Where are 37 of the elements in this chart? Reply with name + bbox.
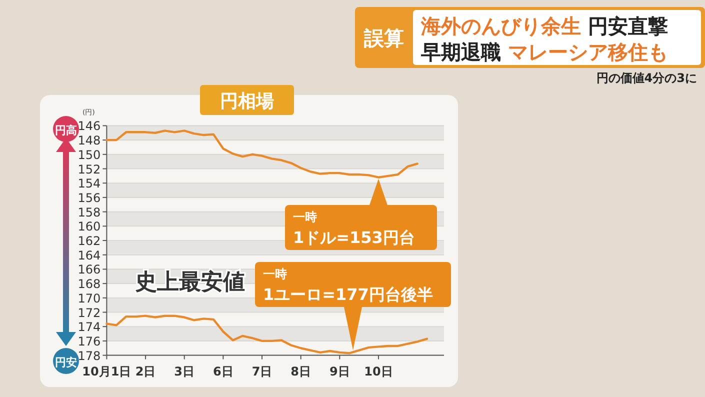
text: 円高 <box>55 124 77 137</box>
text: 円安 <box>55 356 77 369</box>
text: 円の価値4分の3に <box>596 71 697 85</box>
y-tick-label: 176 <box>78 334 101 348</box>
annotation: 一時 1ユーロ=177円台後半 <box>263 267 433 304</box>
y-tick-label: 160 <box>78 220 101 234</box>
text: 誤算 <box>363 26 404 50</box>
y-tick-label: 146 <box>78 119 101 134</box>
y-tick-label: 166 <box>78 262 101 277</box>
y-tick-label: 178 <box>78 348 101 363</box>
x-tick-label: 10月1日 <box>82 364 132 378</box>
x-tick-label: 8日 <box>290 364 312 378</box>
line-series <box>106 130 418 178</box>
y-tick-label: 150 <box>78 148 101 162</box>
text: 海外のんびり余生 円安直撃 <box>420 14 668 38</box>
y-tick-label: 154 <box>78 176 101 191</box>
annotation: 史上最安値 <box>135 269 245 295</box>
y-tick-label: 164 <box>78 248 101 262</box>
annotation: 一時 1ドル=153円台 <box>293 210 415 247</box>
y-tick-label: 156 <box>78 190 101 205</box>
chart-title: 円相場 <box>220 91 274 112</box>
y-tick-label: 172 <box>78 306 101 320</box>
y-tick-label: 168 <box>78 277 101 292</box>
x-tick-label: 7日 <box>252 364 272 378</box>
y-tick-label: 174 <box>78 320 101 334</box>
y-tick-label: 162 <box>78 234 101 248</box>
line-series <box>106 314 428 354</box>
y-tick-label: 152 <box>78 162 101 176</box>
x-tick-label: 10日 <box>364 364 393 378</box>
x-tick-label: 3日 <box>174 364 195 378</box>
x-tick-label: 6日 <box>213 364 234 378</box>
y-tick-label: 158 <box>78 205 101 220</box>
text: 早期退職 マレーシア移住も <box>420 40 668 64</box>
x-tick-label: 9日 <box>329 364 350 378</box>
x-tick-label: 2日 <box>135 364 156 378</box>
y-tick-label: 148 <box>78 134 101 148</box>
y-tick-label: 170 <box>78 291 101 306</box>
